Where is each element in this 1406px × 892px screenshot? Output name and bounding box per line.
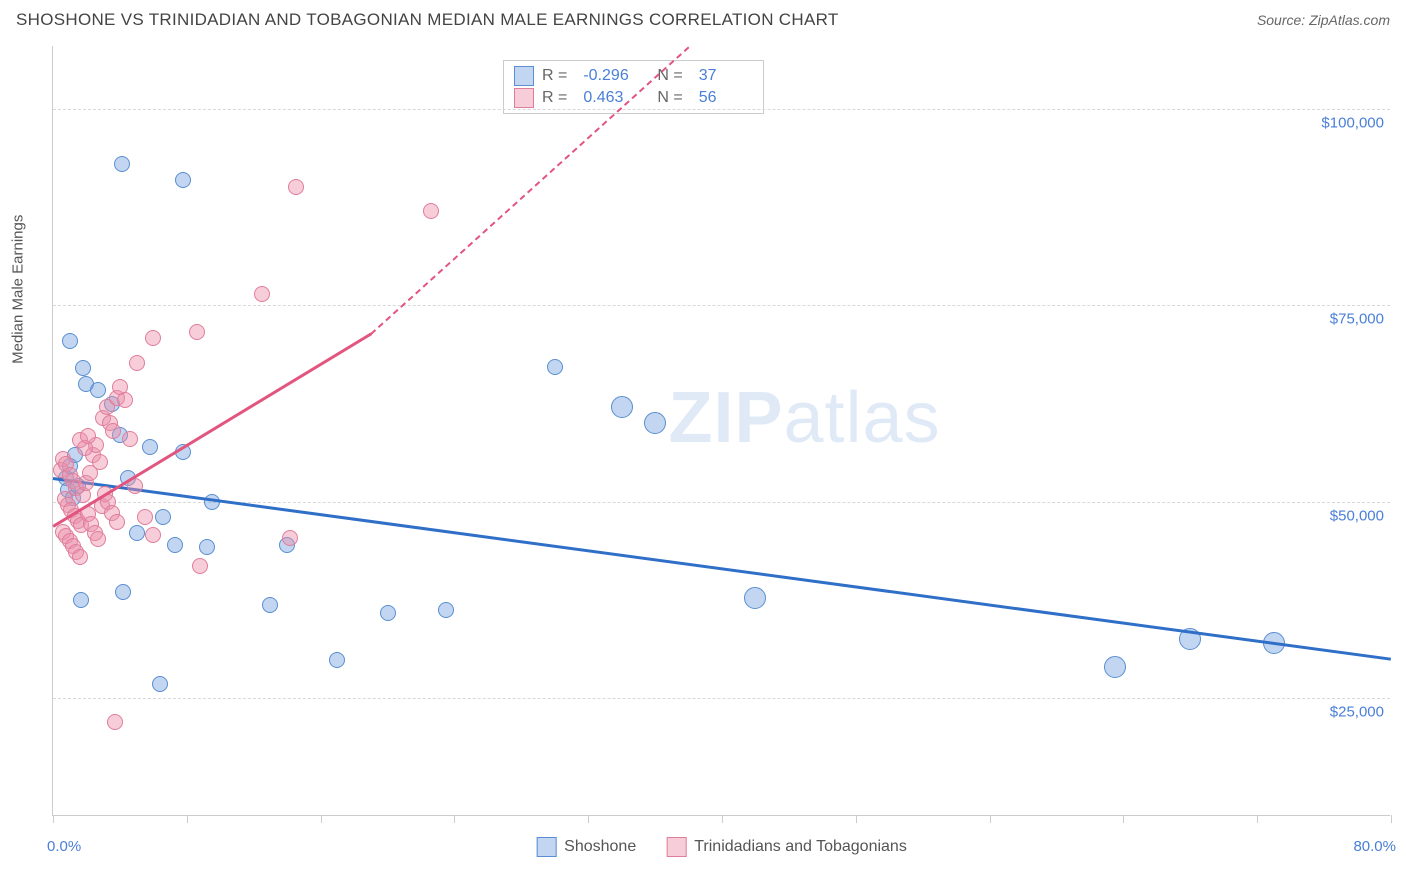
r-label: R = (542, 89, 567, 107)
y-tick-label: $50,000 (1330, 507, 1384, 524)
legend-correlation: R =-0.296N =37R = 0.463N =56 (503, 60, 764, 114)
x-tick (722, 815, 723, 823)
data-point (288, 179, 304, 195)
data-point (152, 676, 168, 692)
watermark-light: atlas (783, 378, 940, 458)
data-point (62, 333, 78, 349)
data-point (1104, 656, 1126, 678)
data-point (199, 539, 215, 555)
data-point (145, 527, 161, 543)
data-point (145, 330, 161, 346)
n-value: 56 (699, 89, 753, 107)
data-point (92, 454, 108, 470)
data-point (115, 584, 131, 600)
data-point (129, 355, 145, 371)
legend-series-label: Trinidadians and Tobagonians (694, 838, 907, 856)
data-point (72, 549, 88, 565)
data-point (547, 359, 563, 375)
data-point (90, 382, 106, 398)
data-point (438, 602, 454, 618)
gridline (53, 109, 1390, 110)
data-point (75, 360, 91, 376)
n-value: 37 (699, 67, 753, 85)
legend-series: Shoshone Trinidadians and Tobagonians (536, 837, 907, 857)
data-point (644, 412, 666, 434)
data-point (192, 558, 208, 574)
data-point (129, 525, 145, 541)
data-point (155, 509, 171, 525)
gridline (53, 698, 1390, 699)
source-name: ZipAtlas.com (1309, 12, 1390, 28)
data-point (122, 431, 138, 447)
data-point (282, 530, 298, 546)
r-value: -0.296 (583, 67, 637, 85)
data-point (114, 156, 130, 172)
x-tick (454, 815, 455, 823)
data-point (117, 392, 133, 408)
legend-swatch (514, 66, 534, 86)
watermark-bold: ZIP (668, 378, 783, 458)
x-tick (53, 815, 54, 823)
data-point (90, 531, 106, 547)
legend-series-item: Shoshone (536, 837, 636, 857)
gridline (53, 502, 1390, 503)
data-point (175, 172, 191, 188)
data-point (329, 652, 345, 668)
data-point (167, 537, 183, 553)
data-point (611, 396, 633, 418)
gridline (53, 305, 1390, 306)
data-point (380, 605, 396, 621)
legend-series-item: Trinidadians and Tobagonians (666, 837, 907, 857)
data-point (107, 714, 123, 730)
chart-title: SHOSHONE VS TRINIDADIAN AND TOBAGONIAN M… (16, 10, 839, 30)
data-point (137, 509, 153, 525)
data-point (744, 587, 766, 609)
watermark: ZIPatlas (668, 377, 940, 459)
x-tick (1257, 815, 1258, 823)
data-point (254, 286, 270, 302)
y-tick-label: $75,000 (1330, 311, 1384, 328)
data-point (262, 597, 278, 613)
y-tick-label: $25,000 (1330, 704, 1384, 721)
legend-swatch (536, 837, 556, 857)
y-tick-label: $100,000 (1321, 114, 1384, 131)
legend-swatch (666, 837, 686, 857)
data-point (105, 423, 121, 439)
legend-series-label: Shoshone (564, 838, 636, 856)
source-prefix: Source: (1257, 12, 1309, 28)
y-axis-title: Median Male Earnings (10, 215, 27, 364)
data-point (109, 514, 125, 530)
legend-row: R =-0.296N =37 (514, 65, 753, 87)
data-point (73, 592, 89, 608)
x-tick (187, 815, 188, 823)
x-min-label: 0.0% (47, 838, 81, 855)
x-tick (321, 815, 322, 823)
x-tick (1123, 815, 1124, 823)
x-tick (588, 815, 589, 823)
r-label: R = (542, 67, 567, 85)
chart-plot-area: ZIPatlas R =-0.296N =37R = 0.463N =56 Sh… (52, 46, 1390, 816)
x-tick (990, 815, 991, 823)
data-point (189, 324, 205, 340)
chart-source: Source: ZipAtlas.com (1257, 12, 1390, 28)
x-tick (856, 815, 857, 823)
n-label: N = (657, 89, 682, 107)
x-max-label: 80.0% (1353, 838, 1396, 855)
data-point (423, 203, 439, 219)
data-point (142, 439, 158, 455)
data-point (80, 428, 96, 444)
trendline (53, 477, 1391, 660)
legend-swatch (514, 88, 534, 108)
chart-header: SHOSHONE VS TRINIDADIAN AND TOBAGONIAN M… (0, 0, 1406, 34)
x-tick (1391, 815, 1392, 823)
